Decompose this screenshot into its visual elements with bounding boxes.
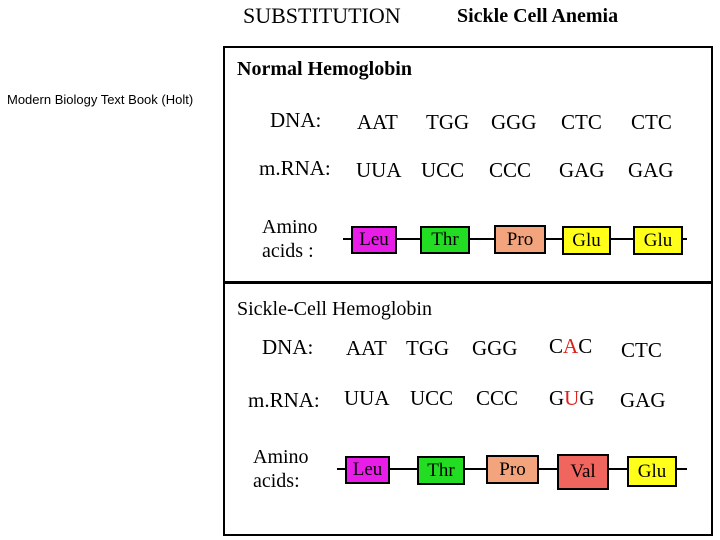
sickle-amino-label: Amino acids:: [253, 446, 309, 492]
normal-mrna-codon: UUA: [356, 158, 402, 182]
sickle-mrna-codon: UUA: [344, 386, 390, 410]
sickle-mrna-codon: UCC: [410, 386, 454, 410]
normal-mrna-codon: CCC: [489, 158, 532, 182]
sickle-amino-acid-box: Leu: [345, 456, 390, 484]
normal-dna-label: DNA:: [270, 108, 322, 132]
normal-mrna-codon: UCC: [421, 158, 465, 182]
normal-amino-label: Amino acids :: [262, 216, 318, 262]
normal-amino-acid-box: Leu: [351, 226, 397, 254]
source-credit: Modern Biology Text Book (Holt): [7, 92, 194, 107]
sickle-amino-acid-box: Thr: [417, 456, 465, 485]
mutated-base: A: [563, 334, 579, 358]
normal-amino-acid-box: Glu: [562, 226, 611, 255]
sickle-dna-codon: AAT: [346, 336, 387, 360]
sickle-dna-codon: CTC: [621, 338, 662, 362]
normal-dna-codon: TGG: [426, 110, 470, 134]
normal-dna-codon: AAT: [357, 110, 398, 134]
sickle-amino-acid-box: Glu: [627, 456, 677, 487]
normal-mrna-codon: GAG: [628, 158, 674, 182]
sickle-dna-label: DNA:: [262, 335, 314, 359]
normal-dna-codon: CTC: [561, 110, 602, 134]
sickle-heading: Sickle-Cell Hemoglobin: [237, 298, 432, 320]
sickle-dna-codon: TGG: [406, 336, 450, 360]
normal-mrna-codon: GAG: [559, 158, 605, 182]
normal-dna-codon: GGG: [491, 110, 537, 134]
normal-dna-codon: CTC: [631, 110, 672, 134]
normal-amino-acid-box: Thr: [420, 226, 470, 254]
normal-heading: Normal Hemoglobin: [237, 58, 412, 80]
mutated-base: U: [564, 386, 580, 410]
diagram-subtitle: Sickle Cell Anemia: [457, 5, 619, 27]
sickle-hemoglobin-panel: [223, 282, 713, 536]
normal-amino-acid-box: Pro: [494, 225, 546, 254]
sickle-dna-mutated-codon: CAC: [549, 334, 593, 358]
sickle-amino-acid-box: Val: [557, 454, 609, 490]
sickle-mrna-mutated-codon: GUG: [549, 386, 595, 410]
sickle-mrna-codon: CCC: [476, 386, 519, 410]
sickle-dna-codon: GGG: [472, 336, 518, 360]
diagram-title: SUBSTITUTION: [243, 3, 401, 28]
sickle-amino-acid-box: Pro: [486, 455, 539, 484]
normal-mrna-label: m.RNA:: [259, 156, 331, 180]
sickle-mrna-label: m.RNA:: [248, 388, 320, 412]
normal-amino-acid-box: Glu: [633, 226, 683, 255]
sickle-mrna-codon: GAG: [620, 388, 666, 412]
